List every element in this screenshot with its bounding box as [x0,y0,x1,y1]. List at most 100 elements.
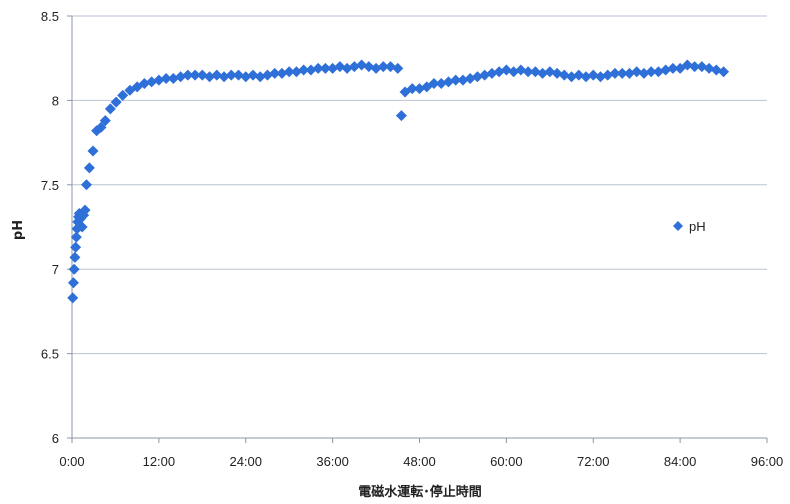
data-point-0-81 [537,67,549,79]
data-point-0-37 [225,69,237,81]
data-point-0-84 [558,69,570,81]
data-point-0-41 [254,71,266,83]
data-point-0-21 [110,96,122,108]
x-tick-label-4: 48:00 [403,454,436,469]
data-point-0-76 [500,64,512,76]
data-point-0-99 [667,62,679,74]
data-points [67,59,730,304]
data-point-0-45 [283,66,295,78]
data-point-0-69 [450,74,462,86]
data-point-0-47 [298,64,310,76]
data-point-0-103 [696,61,708,73]
y-tick-label-5: 8.5 [41,9,59,24]
data-point-0-97 [652,66,664,78]
legend-marker [673,221,683,231]
data-point-0-102 [689,61,701,73]
data-point-0-36 [218,71,230,83]
data-point-0-73 [479,69,491,81]
data-point-0-58 [377,61,389,73]
data-point-0-2 [68,263,80,275]
plot-axes [67,15,768,443]
data-point-0-49 [312,62,324,74]
x-tick-label-6: 72:00 [577,454,610,469]
data-point-0-85 [566,71,578,83]
data-point-0-61 [395,110,407,122]
data-point-0-33 [196,69,208,81]
data-point-0-72 [471,71,483,83]
data-point-0-92 [616,67,628,79]
data-point-0-4 [70,241,82,253]
data-point-0-43 [269,67,281,79]
x-tick-label-1: 12:00 [143,454,176,469]
x-axis-title: 電磁水運転･停止時間 [358,484,482,500]
data-point-0-11 [76,221,88,233]
data-point-0-67 [435,78,447,90]
data-point-0-71 [464,72,476,84]
data-point-0-54 [348,61,360,73]
data-point-0-89 [594,71,606,83]
y-tick-label-2: 7 [52,262,59,277]
data-point-0-88 [587,69,599,81]
x-tick-labels: 0:00 12:00 24:00 36:00 48:00 60:00 72:00 84:00 9… [59,454,783,469]
data-point-0-63 [406,83,418,95]
data-point-0-39 [240,71,252,83]
y-tick-labels: 6 6.5 7 7.5 8 8.5 [41,9,59,446]
data-point-0-78 [515,64,527,76]
data-point-0-77 [508,66,520,78]
data-point-0-34 [204,71,216,83]
data-point-0-40 [247,69,259,81]
y-tick-label-1: 6.5 [41,347,59,362]
x-tick-label-7: 84:00 [664,454,697,469]
data-point-0-28 [160,72,172,84]
data-point-0-1 [67,277,79,289]
data-point-0-13 [79,204,91,216]
data-point-0-80 [529,66,541,78]
x-tick-label-0: 0:00 [59,454,84,469]
data-point-0-57 [370,62,382,74]
data-point-0-30 [175,71,187,83]
data-point-0-93 [623,67,635,79]
data-point-0-3 [69,251,81,263]
data-point-0-86 [573,69,585,81]
data-point-0-75 [493,66,505,78]
data-point-0-50 [319,62,331,74]
data-point-0-22 [117,89,129,101]
data-point-0-29 [167,72,179,84]
data-point-0-20 [104,103,116,115]
y-tick-label-4: 8 [52,93,59,108]
x-tick-label-5: 60:00 [490,454,523,469]
x-tick-label-2: 24:00 [229,454,262,469]
data-point-0-35 [211,69,223,81]
data-point-0-95 [638,67,650,79]
data-point-0-44 [276,67,288,79]
y-axis-title: pH [11,220,26,240]
data-point-0-98 [660,64,672,76]
data-point-0-70 [457,74,469,86]
legend-label-ph: pH [689,219,706,234]
data-point-0-66 [428,78,440,90]
data-point-0-51 [327,62,339,74]
data-point-0-42 [261,69,273,81]
data-point-0-19 [99,115,111,127]
data-point-0-83 [551,67,563,79]
y-tick-label-3: 7.5 [41,178,59,193]
data-point-0-5 [70,231,82,243]
data-point-0-15 [83,162,95,174]
data-point-0-26 [146,76,158,88]
legend: pH [673,219,706,234]
data-point-0-46 [290,66,302,78]
data-point-0-60 [392,62,404,74]
data-point-0-48 [305,64,317,76]
data-point-0-56 [363,61,375,73]
data-point-0-16 [87,145,99,157]
data-point-0-79 [522,66,534,78]
data-point-0-18 [95,121,107,133]
data-point-0-0 [67,292,79,304]
data-point-0-25 [138,78,150,90]
data-point-0-94 [631,66,643,78]
data-point-0-53 [341,62,353,74]
data-point-0-87 [580,71,592,83]
data-point-0-64 [414,83,425,95]
data-point-0-52 [334,61,346,73]
data-point-0-106 [718,66,730,78]
